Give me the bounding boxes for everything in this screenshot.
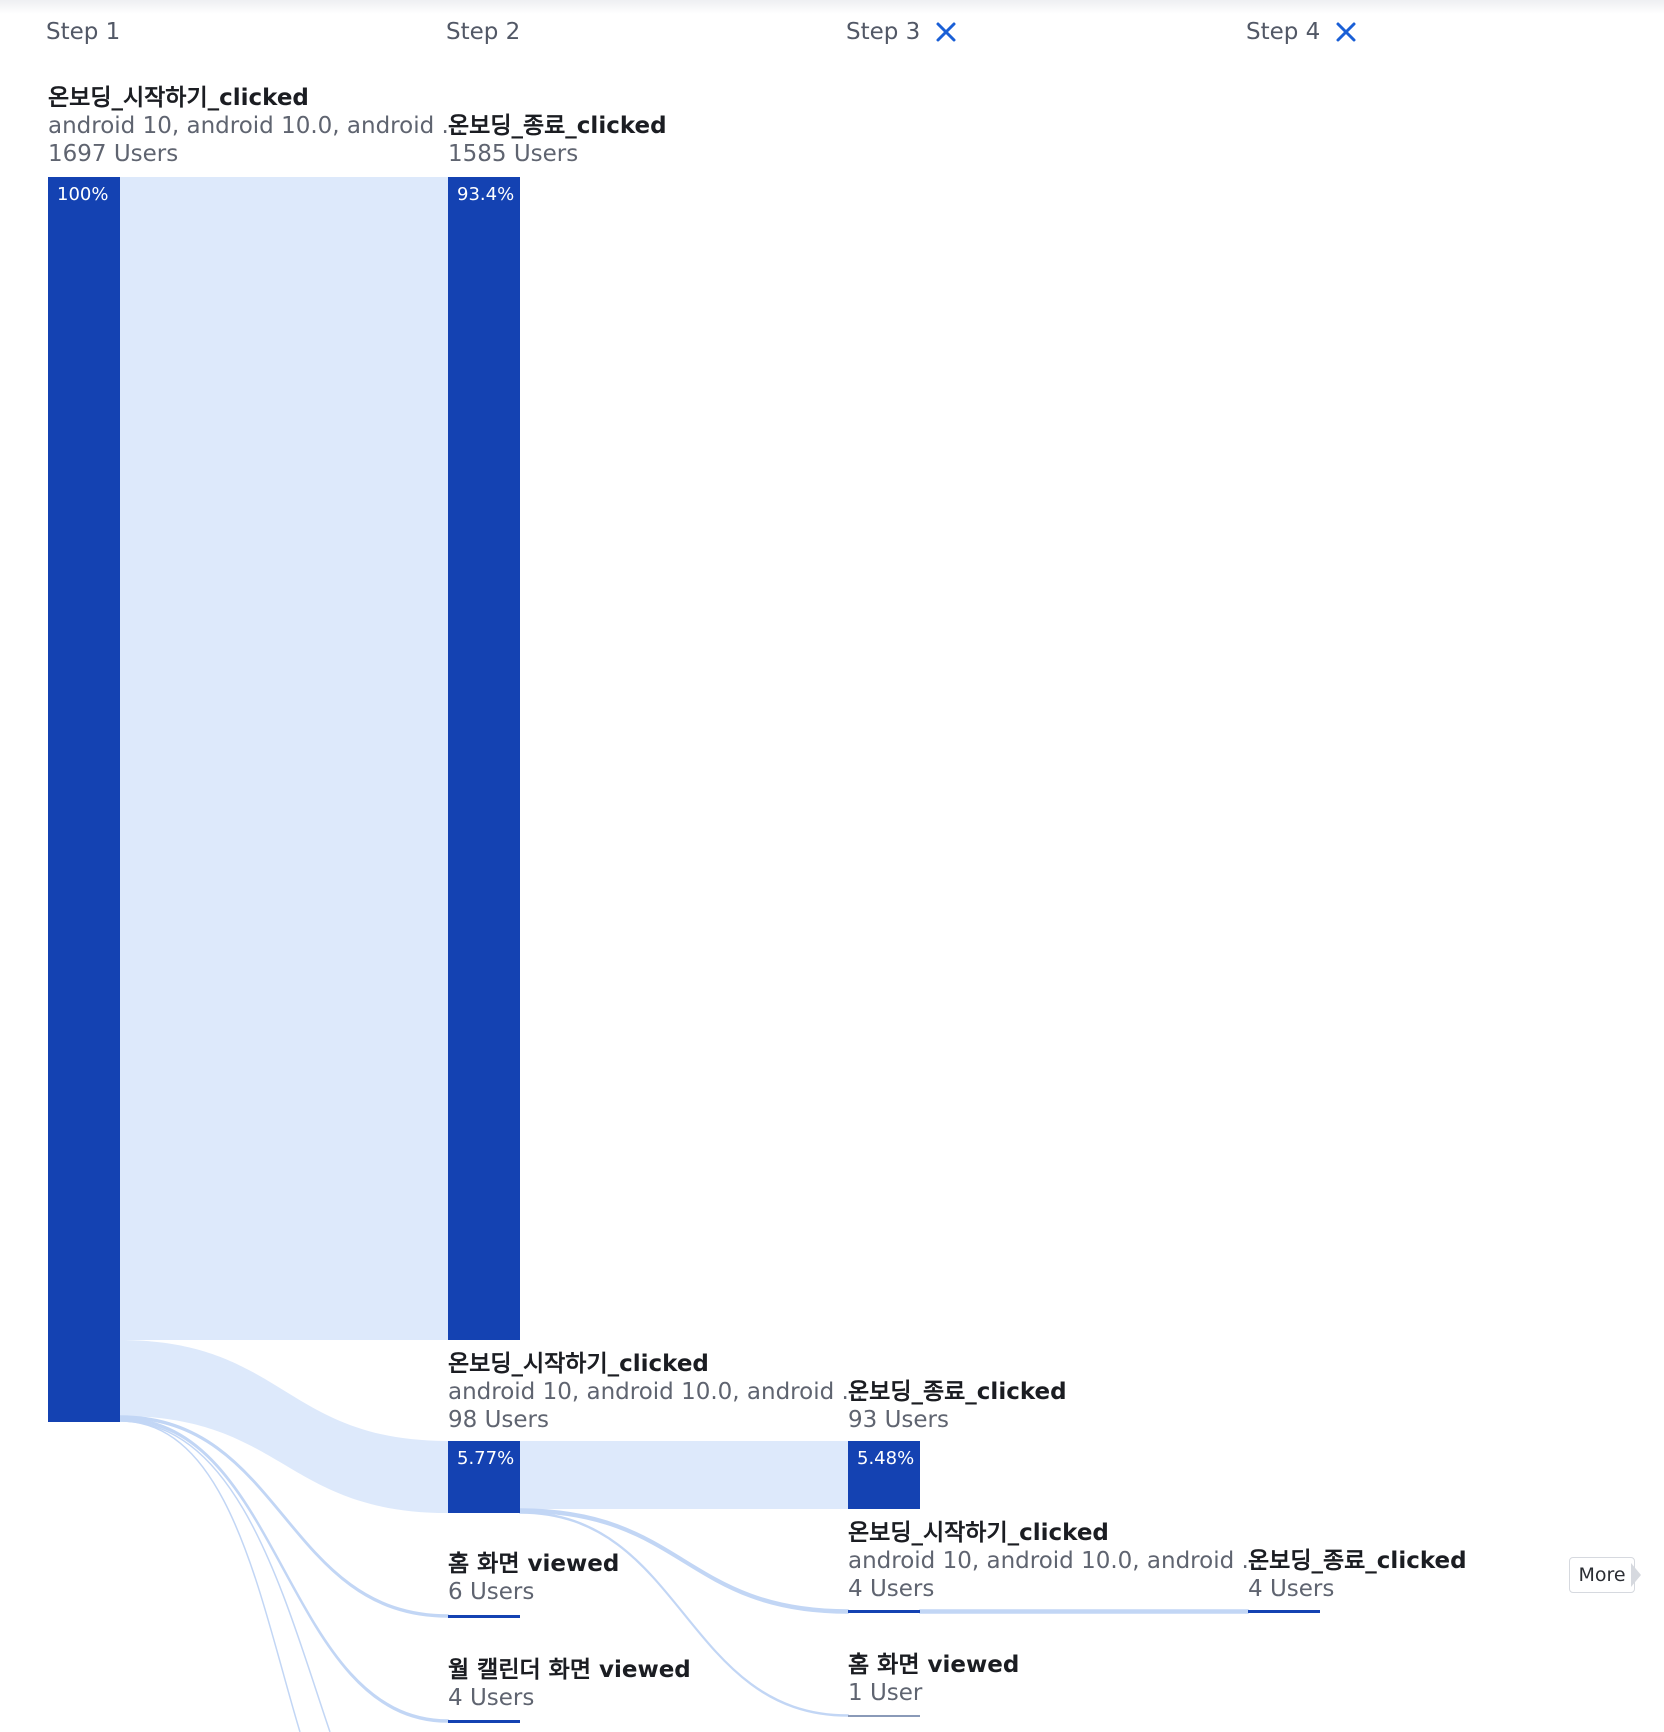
node-user-count: 4 Users xyxy=(1248,1576,1335,1602)
node-event-name: 온보딩_종료_clicked xyxy=(448,113,667,139)
step-1-header: Step 1 xyxy=(46,16,120,48)
node-properties: android 10, android 10.0, android ... xyxy=(848,1548,1264,1574)
flow-s1a-s2a[interactable] xyxy=(120,177,448,1340)
flow-s1a-s2b[interactable] xyxy=(120,1340,448,1513)
node-bar-s4a[interactable] xyxy=(1248,1610,1320,1613)
node-user-count: 1585 Users xyxy=(448,141,579,167)
step-2-header: Step 2 xyxy=(446,16,520,48)
node-event-name: 월 캘린더 화면 viewed xyxy=(448,1657,691,1683)
remove-step-4-icon[interactable] xyxy=(1334,20,1358,44)
node-percent: 5.77% xyxy=(457,1448,515,1469)
node-event-name: 온보딩_시작하기_clicked xyxy=(48,85,309,111)
step-2-label: Step 2 xyxy=(446,19,521,45)
step-1-label: Step 1 xyxy=(46,19,121,45)
more-button[interactable]: More xyxy=(1569,1557,1635,1593)
node-percent: 100% xyxy=(57,184,109,205)
node-user-count: 1697 Users xyxy=(48,141,179,167)
node-event-name: 온보딩_종료_clicked xyxy=(1248,1548,1467,1574)
node-event-name: 홈 화면 viewed xyxy=(448,1551,620,1577)
step-4-label: Step 4 xyxy=(1246,19,1321,45)
node-bar-s3b[interactable] xyxy=(848,1610,920,1613)
node-event-name: 홈 화면 viewed xyxy=(848,1652,1020,1678)
top-shadow xyxy=(0,0,1664,14)
node-bar-s2c[interactable] xyxy=(448,1615,520,1618)
flow-s2b-s3b[interactable] xyxy=(519,1508,849,1614)
remove-step-3-icon[interactable] xyxy=(934,20,958,44)
node-text: 월 캘린더 화면 viewed 4 Users xyxy=(448,1656,691,1712)
node-bar-s1a[interactable]: 100% xyxy=(48,177,120,1422)
node-text: 온보딩_종료_clicked 1585 Users xyxy=(448,112,667,168)
node-text: 온보딩_종료_clicked 4 Users xyxy=(1248,1547,1467,1603)
node-user-count: 93 Users xyxy=(848,1407,949,1433)
node-text: 온보딩_시작하기_clicked android 10, android 10.… xyxy=(48,84,463,168)
node-text: 홈 화면 viewed 6 Users xyxy=(448,1550,619,1606)
node-percent: 5.48% xyxy=(857,1448,915,1469)
node-bar-s3a[interactable]: 5.48% xyxy=(848,1441,920,1509)
node-user-count: 1 User xyxy=(848,1680,923,1706)
node-text: 온보딩_종료_clicked 93 Users xyxy=(848,1378,1067,1434)
step-3-label: Step 3 xyxy=(846,19,921,45)
node-bar-s3c[interactable] xyxy=(848,1715,920,1717)
node-text: 홈 화면 viewed 1 User xyxy=(848,1651,1019,1707)
flow-s2b-s3a[interactable] xyxy=(520,1441,848,1509)
flow-s3b-s4a[interactable] xyxy=(919,1609,1249,1614)
node-bar-s2b[interactable]: 5.77% xyxy=(448,1441,520,1513)
node-event-name: 온보딩_종료_clicked xyxy=(848,1379,1067,1405)
node-event-name: 온보딩_시작하기_clicked xyxy=(848,1520,1109,1546)
node-user-count: 98 Users xyxy=(448,1407,549,1433)
node-text: 온보딩_시작하기_clicked android 10, android 10.… xyxy=(448,1350,863,1434)
step-3-header: Step 3 xyxy=(846,16,958,48)
flow-offscreen-2 xyxy=(119,1420,331,1732)
flow-offscreen-1 xyxy=(119,1420,301,1732)
node-percent: 93.4% xyxy=(457,184,515,205)
node-user-count: 4 Users xyxy=(848,1576,935,1602)
node-bar-s2a[interactable]: 93.4% xyxy=(448,177,520,1340)
node-user-count: 4 Users xyxy=(448,1685,535,1711)
node-bar-s2d[interactable] xyxy=(448,1720,520,1723)
step-4-header: Step 4 xyxy=(1246,16,1358,48)
more-arrow-icon xyxy=(1631,1563,1641,1587)
node-properties: android 10, android 10.0, android ... xyxy=(48,113,464,139)
node-properties: android 10, android 10.0, android ... xyxy=(448,1379,864,1405)
node-text: 온보딩_시작하기_clicked android 10, android 10.… xyxy=(848,1519,1263,1603)
node-event-name: 온보딩_시작하기_clicked xyxy=(448,1351,709,1377)
node-user-count: 6 Users xyxy=(448,1579,535,1605)
